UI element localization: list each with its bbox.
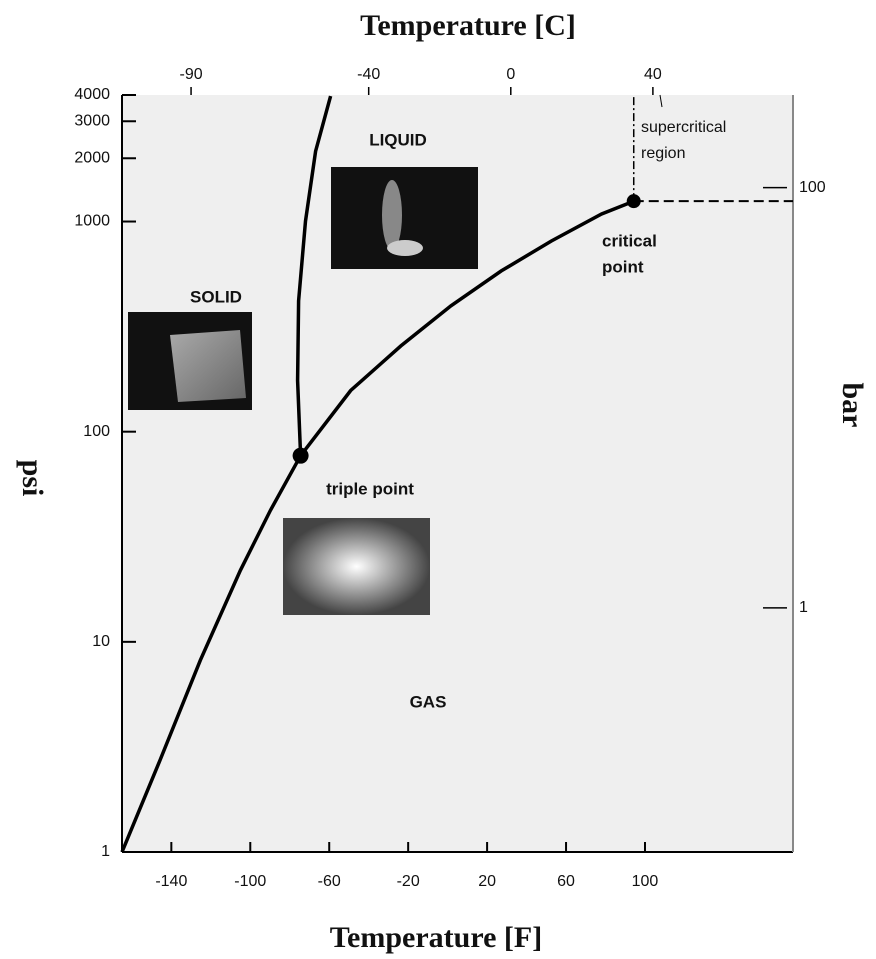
label-supercritical-2: region: [641, 145, 685, 162]
label-supercritical-1: supercritical: [641, 119, 726, 136]
y-tick-label: 3000: [74, 112, 110, 129]
y2-axis-title: bar: [836, 383, 869, 428]
x-axis-title: Temperature [F]: [330, 921, 542, 954]
y-tick-label: 1: [101, 843, 110, 860]
x-tick-label: -60: [318, 873, 341, 890]
x-tick-label: -20: [397, 873, 420, 890]
x2-tick-label: -40: [357, 66, 380, 83]
y-tick-label: 1000: [74, 213, 110, 230]
phase-boundary: [120, 454, 303, 853]
y2-tick-label: 1: [799, 599, 808, 616]
y-tick-label: 2000: [74, 149, 110, 166]
x-tick-label: 60: [557, 873, 575, 890]
phase-boundary: [299, 199, 635, 457]
x2-tick-label: 40: [644, 66, 662, 83]
photo-solid: [128, 312, 252, 410]
y-tick-label: 100: [83, 423, 110, 440]
label-triple-point: triple point: [326, 479, 414, 498]
y2-tick-label: 100: [799, 179, 826, 196]
x-tick-label: -140: [155, 873, 187, 890]
photo-gas: [283, 518, 430, 615]
x2-tick-label: -90: [179, 66, 202, 83]
label-gas: GAS: [410, 692, 447, 711]
x-tick-label: -100: [234, 873, 266, 890]
critical-point: [626, 194, 641, 209]
pointer: [659, 94, 663, 108]
photo-liquid: [331, 167, 478, 269]
y-tick-label: 10: [92, 633, 110, 650]
label-critical-1: critical: [602, 231, 657, 250]
y-axis-title: psi: [16, 460, 49, 497]
label-critical-2: point: [602, 257, 644, 276]
y-tick-label: 4000: [74, 86, 110, 103]
top-axis-title: Temperature [C]: [360, 9, 576, 42]
triple-point: [292, 447, 309, 464]
x2-tick-label: 0: [506, 66, 515, 83]
label-liquid: LIQUID: [369, 130, 427, 149]
label-solid: SOLID: [190, 287, 242, 306]
x-tick-label: 100: [632, 873, 659, 890]
phase-boundary: [295, 95, 333, 456]
x-tick-label: 20: [478, 873, 496, 890]
